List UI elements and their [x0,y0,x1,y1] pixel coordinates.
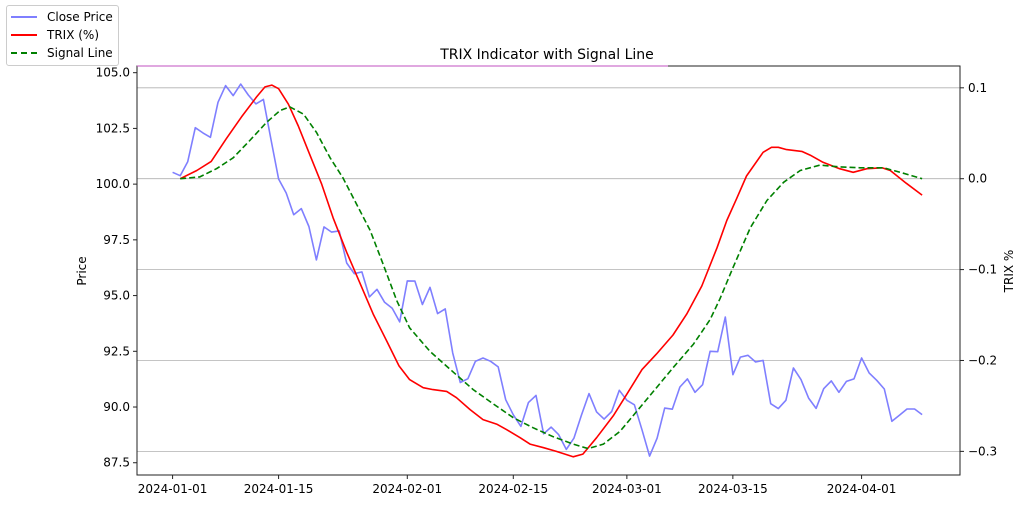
x-tick-label: 2024-02-15 [478,482,548,496]
x-tick-label: 2024-01-15 [244,482,314,496]
y-right-tick-label: −0.3 [968,444,997,458]
legend-label: Signal Line [47,46,113,60]
y-axis-label-left: Price [75,256,89,285]
y-right-tick-label: −0.1 [968,263,997,277]
y-left-tick-label: 97.5 [103,233,130,247]
y-left-tick-label: 102.5 [96,121,130,135]
legend: Close Price TRIX (%) Signal Line [6,5,119,66]
legend-swatch-trix [11,34,37,36]
chart-title: TRIX Indicator with Signal Line [439,47,654,63]
y-left-tick-label: 90.0 [103,400,130,414]
x-tick-label: 2024-01-01 [138,482,208,496]
y-left-tick-label: 87.5 [103,456,130,470]
legend-item-trix: TRIX (%) [11,26,99,44]
series-line-close-price [172,83,923,457]
y-right-tick-label: 0.1 [968,81,987,95]
legend-label: Close Price [47,10,113,24]
x-tick-label: 2024-03-15 [698,482,768,496]
legend-swatch-signal-line [11,52,37,54]
y-axis-label-right: TRIX % [1002,250,1016,294]
y-left-tick-label: 100.0 [96,177,130,191]
x-tick-label: 2024-03-01 [592,482,662,496]
series-line-signal-line [180,106,923,450]
legend-swatch-close-price [11,16,37,18]
legend-item-signal-line: Signal Line [11,44,113,62]
y-left-tick-label: 95.0 [103,289,130,303]
plot-frame [136,65,961,476]
y-right-tick-label: 0.0 [968,172,987,186]
legend-item-close-price: Close Price [11,8,113,26]
x-tick-label: 2024-02-01 [372,482,442,496]
y-right-tick-label: −0.2 [968,353,997,367]
legend-label: TRIX (%) [47,28,100,42]
y-left-tick-label: 92.5 [103,344,130,358]
x-tick-label: 2024-04-01 [827,482,897,496]
series-line-trix [179,84,923,458]
y-left-tick-label: 105.0 [96,66,130,80]
